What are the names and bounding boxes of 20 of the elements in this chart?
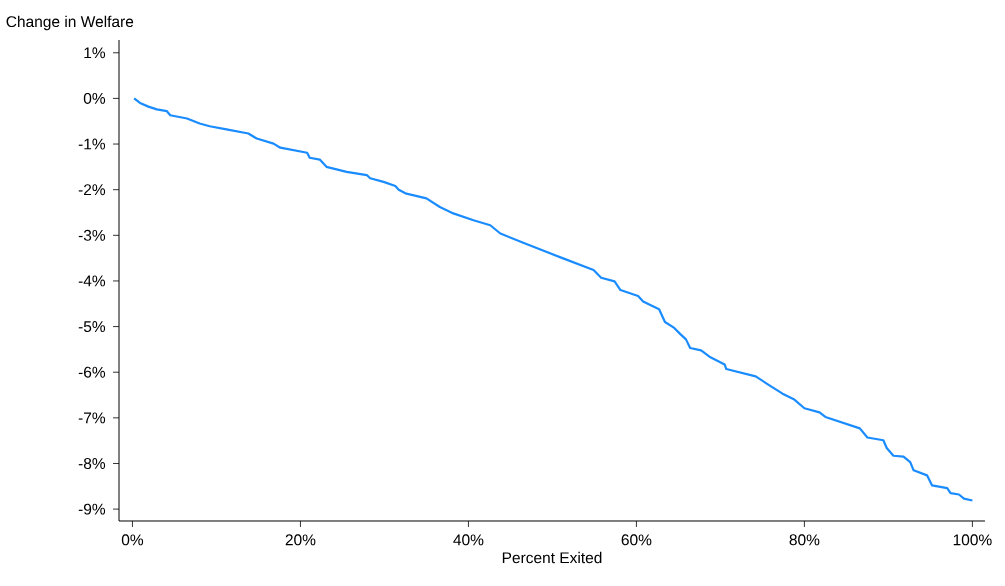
y-tick-label: -3% bbox=[78, 229, 106, 241]
y-tick-label: -9% bbox=[78, 503, 106, 515]
x-tick-label: 100% bbox=[953, 534, 992, 546]
x-axis-title: Percent Exited bbox=[502, 551, 602, 564]
y-tick-label: -8% bbox=[78, 458, 106, 469]
y-tick-label: -2% bbox=[78, 184, 106, 196]
x-tick-label: 0% bbox=[121, 534, 144, 546]
y-tick-label: -5% bbox=[78, 321, 106, 333]
x-tick-label: 60% bbox=[621, 534, 652, 546]
y-tick-label: -4% bbox=[78, 275, 106, 287]
y-tick-label: 1% bbox=[84, 47, 106, 59]
y-tick-label: -1% bbox=[78, 138, 106, 150]
x-tick-label: 40% bbox=[453, 534, 484, 546]
line-series bbox=[133, 97, 974, 502]
x-tick-label: 20% bbox=[285, 534, 316, 546]
y-tick-label: 0% bbox=[83, 92, 106, 104]
y-tick-label: -6% bbox=[78, 366, 106, 378]
x-tick-label: 80% bbox=[789, 534, 820, 546]
y-tick-label: -7% bbox=[78, 412, 106, 424]
y-axis-title: Change in Welfare bbox=[6, 15, 134, 31]
